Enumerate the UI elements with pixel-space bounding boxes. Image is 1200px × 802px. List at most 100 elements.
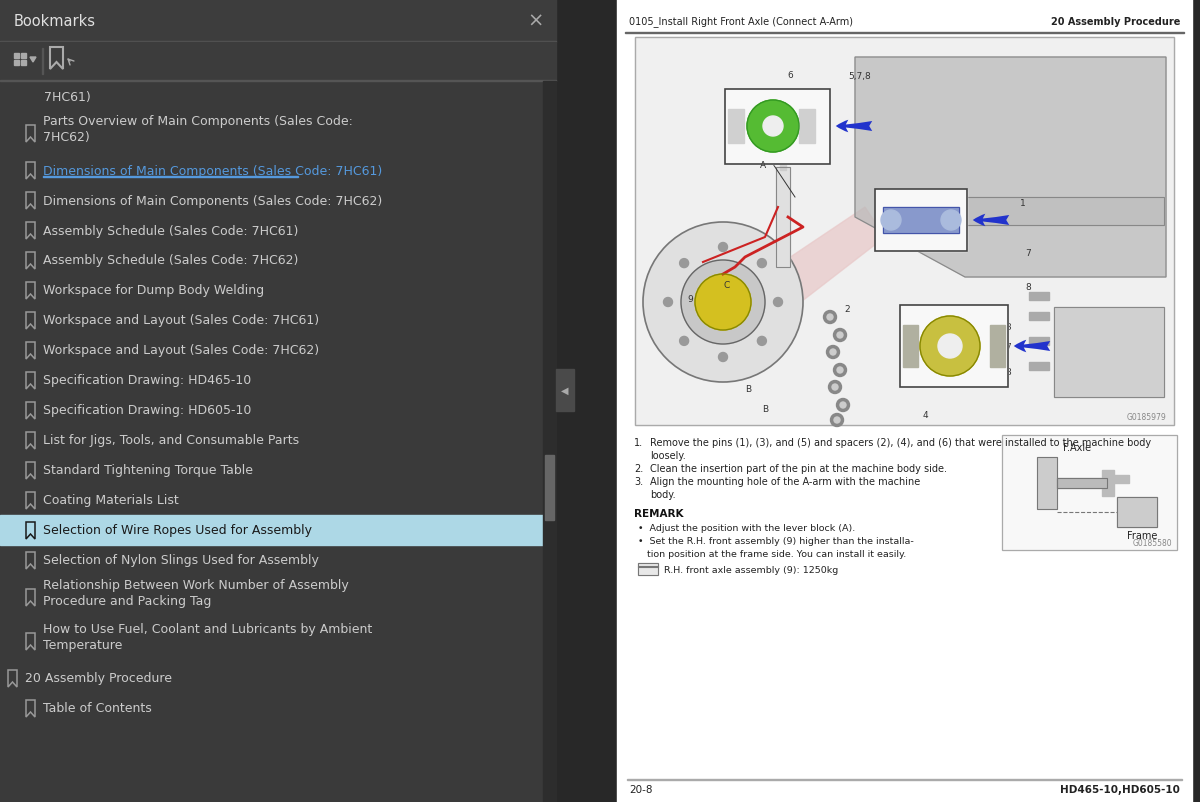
- Text: tion position at the frame side. You can install it easily.: tion position at the frame side. You can…: [638, 549, 906, 558]
- Text: 7: 7: [1025, 248, 1031, 257]
- Bar: [14, 54, 19, 59]
- Bar: [1117, 497, 1157, 528]
- Bar: [916, 198, 1164, 225]
- Bar: [1030, 313, 1049, 321]
- Circle shape: [719, 243, 727, 252]
- Bar: [1030, 363, 1049, 371]
- Text: Temperature: Temperature: [43, 638, 122, 652]
- Circle shape: [757, 337, 767, 346]
- Text: G0185979: G0185979: [1127, 412, 1166, 422]
- Bar: [725, 90, 830, 164]
- Text: 0105_Install Right Front Axle (Connect A-Arm): 0105_Install Right Front Axle (Connect A…: [629, 17, 853, 27]
- Text: F.Axle: F.Axle: [1063, 443, 1091, 452]
- Bar: [14, 61, 19, 66]
- Circle shape: [827, 346, 840, 359]
- Bar: [0, 0, 556, 42]
- Circle shape: [664, 298, 672, 307]
- Text: Dimensions of Main Components (Sales Code: 7HC62): Dimensions of Main Components (Sales Cod…: [43, 194, 383, 207]
- Bar: [0, 516, 542, 545]
- Bar: [725, 90, 830, 164]
- Circle shape: [679, 259, 689, 269]
- Bar: [542, 82, 556, 802]
- Polygon shape: [30, 58, 36, 63]
- Bar: [728, 110, 744, 144]
- Circle shape: [757, 259, 767, 269]
- Text: Standard Tightening Torque Table: Standard Tightening Torque Table: [43, 464, 253, 477]
- Text: ◀: ◀: [562, 386, 569, 395]
- Bar: [1030, 293, 1049, 301]
- Circle shape: [834, 418, 840, 423]
- Bar: [875, 190, 967, 252]
- Text: 8: 8: [1006, 368, 1010, 377]
- Text: Align the mounting hole of the A-arm with the machine: Align the mounting hole of the A-arm wit…: [650, 476, 920, 486]
- Text: 1.: 1.: [634, 437, 643, 448]
- Bar: [638, 566, 658, 575]
- Bar: [22, 61, 26, 66]
- Bar: [1030, 338, 1049, 346]
- Text: List for Jigs, Tools, and Consumable Parts: List for Jigs, Tools, and Consumable Par…: [43, 434, 299, 447]
- Text: Assembly Schedule (Sales Code: 7HC62): Assembly Schedule (Sales Code: 7HC62): [43, 254, 299, 267]
- Circle shape: [834, 329, 846, 342]
- Bar: [556, 0, 1200, 802]
- Bar: [1037, 457, 1057, 509]
- Text: 1: 1: [1020, 198, 1026, 207]
- Bar: [990, 326, 1006, 367]
- Text: HD465-10,HD605-10: HD465-10,HD605-10: [1060, 784, 1180, 794]
- Text: 3: 3: [1006, 323, 1010, 332]
- Bar: [638, 566, 658, 575]
- Circle shape: [838, 367, 842, 374]
- Text: C: C: [724, 282, 730, 290]
- Bar: [1002, 435, 1177, 550]
- Bar: [776, 168, 790, 268]
- Circle shape: [830, 414, 844, 427]
- Text: A: A: [760, 161, 766, 170]
- Bar: [638, 563, 658, 567]
- Text: 9: 9: [688, 295, 692, 304]
- Bar: [900, 306, 1008, 387]
- Text: Workspace for Dump Body Welding: Workspace for Dump Body Welding: [43, 284, 264, 297]
- Bar: [799, 110, 815, 144]
- Bar: [0, 0, 556, 802]
- Text: Specification Drawing: HD465-10: Specification Drawing: HD465-10: [43, 374, 251, 387]
- Circle shape: [938, 334, 962, 358]
- Text: 6: 6: [787, 71, 793, 80]
- Bar: [904, 326, 918, 367]
- Text: •  Adjust the position with the lever block (A).: • Adjust the position with the lever blo…: [638, 524, 856, 533]
- Circle shape: [840, 403, 846, 408]
- Bar: [0, 43, 556, 81]
- Bar: [635, 38, 1174, 426]
- Bar: [780, 143, 786, 171]
- Text: Workspace and Layout (Sales Code: 7HC61): Workspace and Layout (Sales Code: 7HC61): [43, 314, 319, 327]
- Bar: [1054, 308, 1164, 398]
- Text: 2.: 2.: [634, 464, 643, 473]
- Circle shape: [763, 117, 784, 137]
- Bar: [0, 81, 556, 82]
- Circle shape: [832, 384, 838, 391]
- Text: loosely.: loosely.: [650, 451, 685, 460]
- Bar: [617, 0, 1192, 802]
- Bar: [1114, 476, 1129, 484]
- Text: 20-8: 20-8: [629, 784, 653, 794]
- Text: Parts Overview of Main Components (Sales Code:: Parts Overview of Main Components (Sales…: [43, 115, 353, 128]
- Bar: [1057, 479, 1108, 488]
- Text: ×: ×: [528, 11, 544, 30]
- Bar: [1054, 308, 1164, 398]
- Bar: [900, 306, 1008, 387]
- Text: •  Set the R.H. front assembly (9) higher than the installa-: • Set the R.H. front assembly (9) higher…: [638, 537, 913, 545]
- Bar: [1117, 497, 1157, 528]
- Bar: [1002, 435, 1177, 550]
- Text: Relationship Between Work Number of Assembly: Relationship Between Work Number of Asse…: [43, 579, 349, 592]
- Circle shape: [920, 317, 980, 376]
- Text: Assembly Schedule (Sales Code: 7HC61): Assembly Schedule (Sales Code: 7HC61): [43, 225, 299, 237]
- Circle shape: [682, 261, 766, 345]
- Text: B: B: [762, 405, 768, 414]
- Bar: [545, 456, 554, 520]
- Circle shape: [834, 364, 846, 377]
- Text: Coating Materials List: Coating Materials List: [43, 494, 179, 507]
- Text: 5,7,8: 5,7,8: [848, 71, 871, 80]
- Text: 2: 2: [844, 305, 850, 314]
- Text: B: B: [745, 385, 751, 394]
- Circle shape: [695, 274, 751, 330]
- Bar: [776, 168, 790, 268]
- Polygon shape: [854, 58, 1166, 277]
